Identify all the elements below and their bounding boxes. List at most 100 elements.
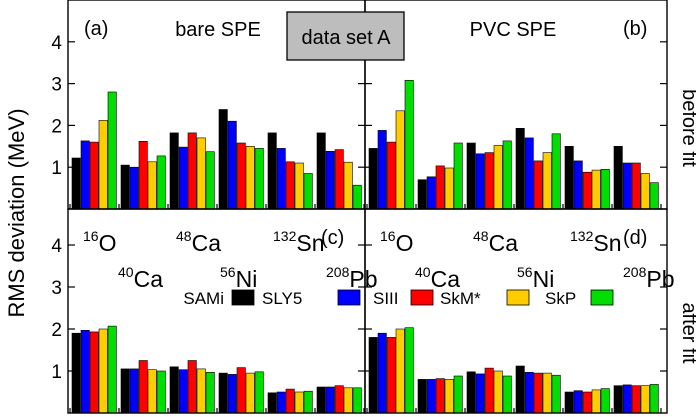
nuclide-label-40ca: 40Ca <box>415 264 460 292</box>
bar-sly5-132sn <box>573 160 583 210</box>
bar-sly5-208pb <box>325 386 335 414</box>
bar-skmstar-208pb <box>343 387 353 414</box>
bar-skmstar-16o <box>98 120 108 210</box>
bar-sly5-48ca <box>178 146 188 210</box>
legend-swatch-skmstar <box>506 289 530 306</box>
y-tick-label: 1 <box>51 362 62 383</box>
nuclide-symbol: O <box>396 230 414 256</box>
panel-id-label: (b) <box>623 18 647 40</box>
nuclide-label-132sn: 132Sn <box>570 228 622 256</box>
annotation-box-bg <box>286 11 405 61</box>
bar-sami-208pb <box>316 386 326 414</box>
bar-skmstar-48ca <box>493 145 503 210</box>
bar-sami-16o <box>71 332 81 414</box>
bar-sami-56ni <box>218 109 228 210</box>
bar-skmstar-56ni <box>542 372 552 414</box>
bar-skmstar-40ca <box>444 167 454 210</box>
legend-label-siii: SIII <box>373 289 399 308</box>
nuclide-symbol: Ni <box>533 266 555 292</box>
legend-swatch-sly5 <box>337 289 361 306</box>
bar-skp-48ca <box>502 140 512 210</box>
bar-sami-48ca <box>466 371 476 414</box>
bar-sami-40ca <box>120 368 130 414</box>
bar-siii-132sn <box>285 161 295 210</box>
y-tick-label: 3 <box>51 75 62 96</box>
bar-skmstar-208pb <box>640 385 650 414</box>
bar-sami-132sn <box>267 392 277 414</box>
bar-skmstar-132sn <box>294 391 304 414</box>
nuclide-symbol: Sn <box>296 230 324 256</box>
legend-swatch-skp <box>590 289 614 306</box>
bar-skp-56ni <box>551 374 561 414</box>
bar-skmstar-48ca <box>196 137 206 210</box>
bar-siii-40ca <box>138 141 148 210</box>
bar-siii-56ni <box>533 372 543 414</box>
bar-skmstar-132sn <box>294 162 304 210</box>
bar-skmstar-56ni <box>542 152 552 210</box>
bar-siii-56ni <box>236 142 246 210</box>
bar-siii-56ni <box>236 367 246 414</box>
frames-layer <box>67 0 668 414</box>
bar-skp-132sn <box>600 388 610 414</box>
nuclide-symbol: O <box>99 230 117 256</box>
bar-skp-132sn <box>600 169 610 210</box>
bar-sami-56ni <box>218 372 228 414</box>
y-tick-label: 3 <box>51 278 62 299</box>
bar-siii-48ca <box>187 132 197 210</box>
bar-skp-16o <box>404 327 414 414</box>
bar-siii-16o <box>89 331 99 414</box>
bar-skp-48ca <box>502 375 512 414</box>
legend-label-sami: SAMi <box>183 289 224 308</box>
y-tick-label: 1 <box>51 158 62 179</box>
bar-skp-208pb <box>352 387 362 414</box>
bar-skmstar-56ni <box>245 146 255 210</box>
nuclide-label-48ca: 48Ca <box>176 228 221 256</box>
bar-skp-16o <box>404 80 414 210</box>
bar-siii-48ca <box>187 360 197 414</box>
bar-sly5-16o <box>377 130 387 210</box>
bar-skp-208pb <box>649 384 659 414</box>
bar-sly5-56ni <box>227 120 237 210</box>
panel-title: PVC SPE <box>470 19 557 41</box>
bar-skp-132sn <box>303 173 313 210</box>
bar-sami-48ca <box>169 132 179 210</box>
bar-sly5-40ca <box>426 379 436 414</box>
bar-sami-132sn <box>564 391 574 414</box>
bar-sly5-16o <box>80 140 90 210</box>
bar-skmstar-132sn <box>591 389 601 414</box>
bar-skmstar-40ca <box>444 379 454 414</box>
nuclide-mass-number: 132 <box>273 228 297 244</box>
bar-sami-16o <box>368 148 378 210</box>
nuclide-label-132sn: 132Sn <box>273 228 325 256</box>
bar-sly5-16o <box>80 329 90 414</box>
bar-skp-16o <box>107 325 117 414</box>
legend-label-sly5: SLY5 <box>262 289 302 308</box>
bar-siii-208pb <box>334 149 344 210</box>
nuclide-mass-number: 48 <box>473 228 489 244</box>
bar-sly5-208pb <box>325 151 335 210</box>
bar-sly5-40ca <box>129 166 139 210</box>
bar-sly5-48ca <box>475 373 485 414</box>
bar-sly5-48ca <box>178 369 188 414</box>
bar-skp-208pb <box>352 184 362 210</box>
bar-sami-40ca <box>417 179 427 210</box>
nuclide-symbol: Sn <box>593 230 621 256</box>
nuclide-mass-number: 16 <box>83 228 99 244</box>
nuclide-mass-number: 40 <box>118 264 134 280</box>
nuclide-label-208pb: 208Pb <box>326 264 378 292</box>
bar-skmstar-132sn <box>591 169 601 210</box>
nuclide-mass-number: 56 <box>220 264 236 280</box>
annotation-box: data set A <box>286 11 405 61</box>
bar-skp-56ni <box>254 148 264 210</box>
bar-sami-40ca <box>120 164 130 210</box>
y-tick-label: 2 <box>51 116 62 137</box>
bar-skp-132sn <box>303 390 313 414</box>
bar-skp-16o <box>107 91 117 210</box>
bar-sami-48ca <box>466 142 476 210</box>
nuclide-label-16o: 16O <box>380 228 413 256</box>
bar-skp-48ca <box>205 371 215 414</box>
bar-skmstar-48ca <box>196 368 206 414</box>
bar-skp-56ni <box>551 133 561 210</box>
bar-skmstar-16o <box>395 110 405 210</box>
